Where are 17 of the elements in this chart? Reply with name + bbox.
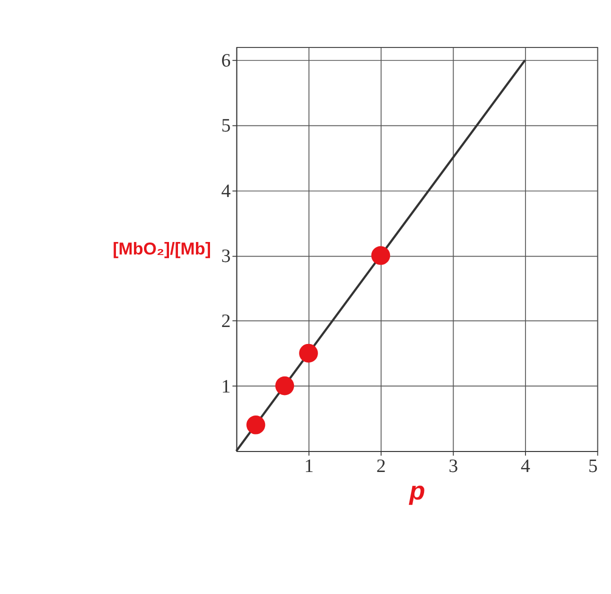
y-tick-label: 2	[221, 311, 231, 332]
y-tick-label: 3	[221, 246, 231, 267]
y-tick-label: 1	[221, 376, 231, 398]
x-tick-label: 2	[376, 456, 386, 478]
y-tick-label: 5	[221, 116, 231, 137]
point	[275, 376, 294, 396]
x-tick-label: 3	[448, 456, 458, 478]
point	[299, 344, 318, 363]
x-tick-label: 5	[588, 456, 598, 478]
x-axis-title: p	[408, 478, 426, 506]
point	[246, 416, 266, 434]
y-axis-title: [MbO₂]/[Mb]	[112, 238, 211, 259]
point	[371, 246, 390, 265]
y-tick-label: 4	[221, 180, 232, 202]
x-tick-label: 1	[304, 456, 314, 478]
y-tick-label: 6	[221, 50, 231, 72]
x-tick-label: 4	[520, 456, 531, 478]
